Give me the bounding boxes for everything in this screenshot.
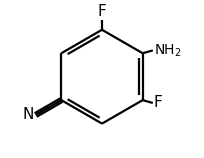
Text: F: F: [154, 95, 162, 110]
Text: N: N: [23, 107, 34, 122]
Text: NH$_2$: NH$_2$: [154, 42, 181, 59]
Text: F: F: [98, 4, 106, 19]
